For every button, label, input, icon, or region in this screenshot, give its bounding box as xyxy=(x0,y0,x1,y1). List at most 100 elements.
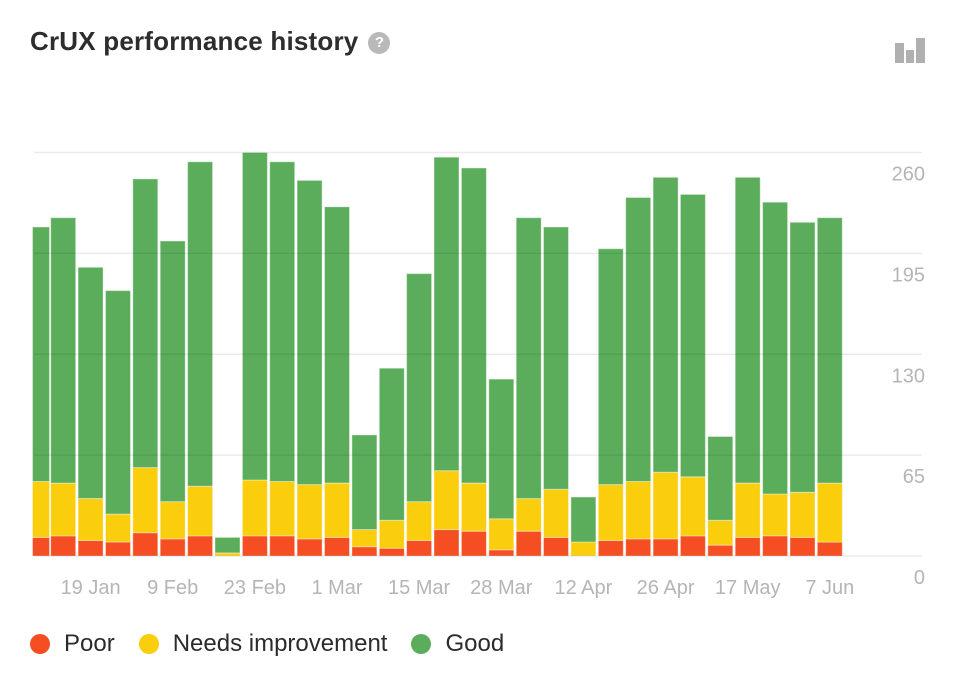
bar-segment-poor[interactable] xyxy=(241,535,268,557)
bar-segment-needs-improvement[interactable] xyxy=(652,471,679,540)
bar-segment-good[interactable] xyxy=(734,176,761,484)
bar-segment-good[interactable] xyxy=(50,217,77,484)
bar-segment-poor[interactable] xyxy=(378,547,405,557)
bar-segment-good[interactable] xyxy=(460,167,487,484)
bar-segment-poor[interactable] xyxy=(597,540,624,557)
bar-segment-poor[interactable] xyxy=(159,538,186,557)
bar-segment-good[interactable] xyxy=(406,273,433,503)
bar-segment-poor[interactable] xyxy=(625,538,652,557)
bar-segment-needs-improvement[interactable] xyxy=(570,541,597,557)
bar-segment-poor[interactable] xyxy=(406,540,433,557)
bar-segment-good[interactable] xyxy=(433,156,460,472)
bar-segment-poor[interactable] xyxy=(762,535,789,557)
bar-segment-good[interactable] xyxy=(269,161,296,483)
bar-segment-needs-improvement[interactable] xyxy=(105,513,131,543)
bar-segment-needs-improvement[interactable] xyxy=(378,519,405,549)
bar-segment-good[interactable] xyxy=(570,496,597,543)
bar-segment-good[interactable] xyxy=(679,193,706,478)
bar-segment-poor[interactable] xyxy=(433,529,460,557)
bar-segment-needs-improvement[interactable] xyxy=(816,482,843,543)
bar-segment-good[interactable] xyxy=(214,536,241,554)
bar-segment-poor[interactable] xyxy=(269,535,296,557)
bar-segment-needs-improvement[interactable] xyxy=(351,529,378,548)
bar-segment-good[interactable] xyxy=(241,152,268,481)
bar-segment-needs-improvement[interactable] xyxy=(50,482,77,537)
bar-segment-poor[interactable] xyxy=(105,541,131,557)
bar-segment-needs-improvement[interactable] xyxy=(159,501,186,540)
bar-segment-good[interactable] xyxy=(159,240,186,503)
bar-segment-good[interactable] xyxy=(515,217,542,500)
bar-segment-needs-improvement[interactable] xyxy=(241,479,268,537)
bar-segment-poor[interactable] xyxy=(460,530,487,557)
poor-color-dot xyxy=(30,634,50,654)
bar-segment-good[interactable] xyxy=(77,266,104,499)
bar-segment-good[interactable] xyxy=(324,206,350,484)
bar-segment-poor[interactable] xyxy=(32,536,50,557)
bar-segment-poor[interactable] xyxy=(351,546,378,557)
bar-segment-needs-improvement[interactable] xyxy=(679,476,706,537)
bar-segment-good[interactable] xyxy=(707,436,734,521)
bar-segment-needs-improvement[interactable] xyxy=(269,481,296,537)
bar-segment-poor[interactable] xyxy=(515,530,542,557)
legend-item-good[interactable]: Good xyxy=(411,630,504,658)
x-axis-tick-label: 1 Mar xyxy=(311,577,362,599)
bar-segment-good[interactable] xyxy=(789,221,816,493)
bar-segment-poor[interactable] xyxy=(652,538,679,557)
x-axis-tick-label: 15 Mar xyxy=(388,577,451,599)
x-axis-tick-label: 28 Mar xyxy=(470,577,533,599)
bar-segment-needs-improvement[interactable] xyxy=(597,484,624,542)
bar-segment-poor[interactable] xyxy=(324,536,350,557)
bar-segment-poor[interactable] xyxy=(488,549,515,557)
bar-segment-needs-improvement[interactable] xyxy=(433,470,460,531)
bar-segment-needs-improvement[interactable] xyxy=(77,498,104,542)
bar-segment-needs-improvement[interactable] xyxy=(488,518,515,551)
bar-segment-poor[interactable] xyxy=(50,535,77,557)
bar-segment-needs-improvement[interactable] xyxy=(324,482,350,538)
y-axis-tick-label: 130 xyxy=(892,365,925,387)
bar-segment-good[interactable] xyxy=(32,226,50,482)
x-axis-tick-label: 17 May xyxy=(715,577,781,599)
bar-segment-good[interactable] xyxy=(351,434,378,531)
bar-segment-needs-improvement[interactable] xyxy=(734,482,761,538)
bar-segment-needs-improvement[interactable] xyxy=(187,485,214,537)
bar-segment-good[interactable] xyxy=(543,226,569,490)
bar-segment-poor[interactable] xyxy=(789,536,816,557)
bar-segment-poor[interactable] xyxy=(816,541,843,557)
bar-segment-poor[interactable] xyxy=(707,544,734,557)
crux-history-chart: 0 65 130 195 260 19 Jan 9 Feb 23 Feb 1 Mar 15 Mar… xyxy=(32,151,925,599)
bar-segment-poor[interactable] xyxy=(132,532,159,557)
bar-segment-poor[interactable] xyxy=(543,536,569,557)
bar-segment-needs-improvement[interactable] xyxy=(132,467,159,534)
chart-header: CrUX performance history ? xyxy=(30,26,391,57)
bar-segment-good[interactable] xyxy=(105,290,131,515)
bar-segment-poor[interactable] xyxy=(187,535,214,557)
bar-chart-icon[interactable] xyxy=(895,38,926,63)
bar-segment-needs-improvement[interactable] xyxy=(296,484,323,540)
bar-segment-needs-improvement[interactable] xyxy=(625,481,652,540)
bar-segment-poor[interactable] xyxy=(77,540,104,557)
bar-segment-poor[interactable] xyxy=(296,538,323,557)
bar-segment-good[interactable] xyxy=(187,161,214,487)
bar-segment-good[interactable] xyxy=(597,248,624,486)
bar-segment-needs-improvement[interactable] xyxy=(789,491,816,538)
legend-item-poor[interactable]: Poor xyxy=(30,630,115,658)
bar-segment-poor[interactable] xyxy=(734,536,761,557)
bar-segment-good[interactable] xyxy=(132,178,159,469)
bar-segment-good[interactable] xyxy=(488,378,515,520)
legend-item-needs-improvement[interactable]: Needs improvement xyxy=(138,630,387,658)
bar-segment-good[interactable] xyxy=(762,201,789,495)
bar-segment-good[interactable] xyxy=(296,179,323,486)
bar-segment-needs-improvement[interactable] xyxy=(32,481,50,538)
bar-segment-good[interactable] xyxy=(816,217,843,484)
bar-segment-poor[interactable] xyxy=(679,535,706,557)
help-icon[interactable]: ? xyxy=(368,31,391,54)
bar-segment-needs-improvement[interactable] xyxy=(406,501,433,542)
bar-segment-needs-improvement[interactable] xyxy=(543,488,569,538)
bar-segment-good[interactable] xyxy=(378,367,405,521)
bar-segment-good[interactable] xyxy=(652,176,679,473)
bar-segment-needs-improvement[interactable] xyxy=(707,519,734,546)
bar-segment-needs-improvement[interactable] xyxy=(515,498,542,532)
bar-segment-needs-improvement[interactable] xyxy=(762,493,789,537)
bar-segment-good[interactable] xyxy=(625,197,652,482)
bar-segment-needs-improvement[interactable] xyxy=(460,482,487,532)
